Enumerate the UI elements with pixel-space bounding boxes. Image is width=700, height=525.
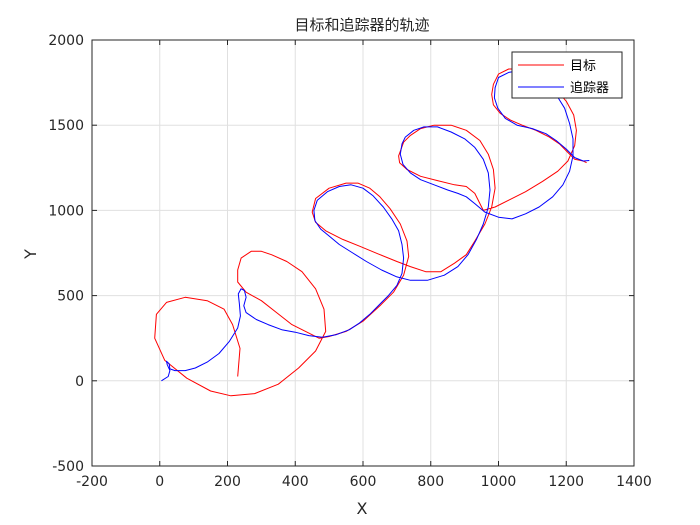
y-tick-label: 2000 bbox=[48, 33, 84, 49]
x-tick-label: 200 bbox=[214, 474, 241, 490]
y-tick-label: 0 bbox=[75, 374, 84, 390]
legend-box bbox=[511, 51, 623, 99]
y-tick-label: -500 bbox=[52, 459, 84, 475]
y-axis-label: Y bbox=[21, 249, 40, 260]
series-line-tracker bbox=[161, 70, 590, 382]
x-tick-label: 1400 bbox=[616, 474, 652, 490]
legend-label-tracker: 追踪器 bbox=[570, 80, 609, 96]
x-axis-label: X bbox=[357, 499, 368, 518]
y-tick-label: 1000 bbox=[48, 203, 84, 219]
x-tick-label: 800 bbox=[417, 474, 444, 490]
x-tick-label: 600 bbox=[350, 474, 377, 490]
x-tick-label: 1000 bbox=[481, 474, 517, 490]
x-tick-label: 400 bbox=[282, 474, 309, 490]
y-tick-label: 1500 bbox=[48, 118, 84, 134]
series-line-target bbox=[154, 68, 587, 397]
chart-title: 目标和追踪器的轨迹 bbox=[294, 16, 429, 34]
x-tick-label: -200 bbox=[76, 474, 108, 490]
legend-label-target: 目标 bbox=[570, 59, 596, 74]
x-tick-label: 0 bbox=[155, 474, 164, 490]
plot-area: -200 0 200 400 600 800 1000 1200 1400 -500 0 500 100… bbox=[48, 33, 651, 490]
y-tick-label: 500 bbox=[57, 289, 84, 305]
x-tick-label: 1200 bbox=[548, 474, 584, 490]
